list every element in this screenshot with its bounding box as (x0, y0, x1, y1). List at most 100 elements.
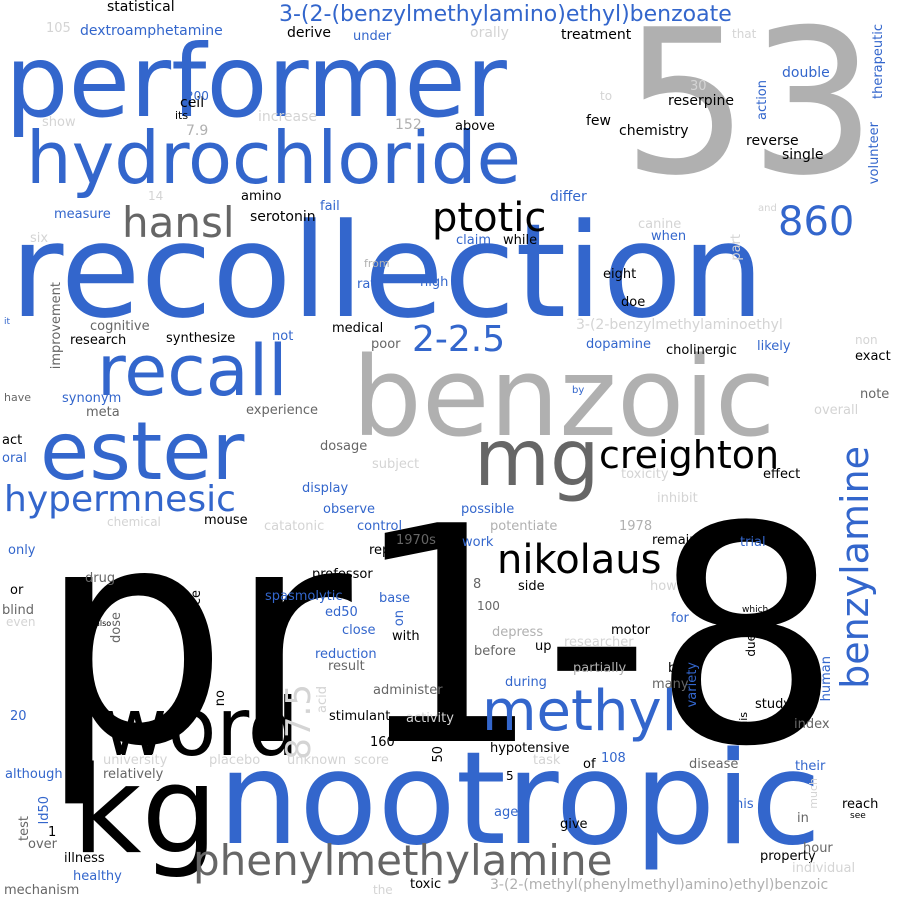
word: no (213, 690, 228, 707)
word: word (102, 681, 299, 774)
word: disease (689, 757, 739, 772)
word: hypermnesic (4, 479, 236, 520)
word: synonym (62, 391, 122, 406)
word: or (10, 583, 24, 598)
word: cognitive (90, 319, 150, 334)
word: synthesize (166, 331, 236, 346)
word: poor (371, 337, 401, 352)
word: double (782, 65, 830, 81)
word: benzylamine (833, 446, 877, 689)
word: to (600, 89, 613, 103)
word: 47 (270, 610, 285, 627)
word: university (103, 753, 168, 768)
word: recollection (10, 195, 765, 347)
word: measure (54, 207, 111, 222)
word: blind (2, 603, 34, 618)
word: many (652, 677, 689, 692)
word: hydrochloride (26, 116, 521, 200)
word: serotonin (250, 209, 316, 225)
word: experience (246, 403, 319, 418)
word: hour (803, 841, 833, 856)
word: treatment (561, 27, 632, 43)
word: observe (323, 502, 376, 517)
word: partially (573, 661, 627, 676)
word: improvement (49, 282, 64, 370)
word: stimulant (329, 709, 391, 724)
word: 3-(2-benzylmethylaminoethyl (576, 317, 783, 333)
word: creighton (599, 433, 780, 477)
word: due (744, 634, 758, 657)
word: dextroamphetamine (80, 23, 223, 39)
word: chemical (107, 515, 161, 529)
word: placebo (209, 753, 261, 768)
word: work (462, 535, 494, 550)
word: orally (470, 25, 509, 41)
word: likely (757, 339, 791, 354)
word: report (369, 543, 409, 558)
word: in (797, 811, 809, 826)
word: 1970s (396, 533, 436, 548)
word: base (379, 591, 410, 606)
word: the (373, 883, 393, 897)
word: trial (740, 535, 766, 550)
word: motor (611, 623, 651, 638)
word: not (272, 329, 294, 344)
word: significance (189, 590, 204, 668)
word: toxicity (621, 467, 669, 482)
word: over (28, 837, 57, 852)
word: oral (2, 451, 27, 466)
word: administer (373, 683, 443, 698)
word: kg (72, 742, 218, 881)
word: activity (406, 711, 454, 726)
word: healthy (73, 869, 122, 884)
word: eight (603, 267, 637, 282)
word: their (795, 759, 826, 774)
word: age (494, 805, 519, 820)
word: non (855, 333, 878, 347)
word: show (42, 115, 76, 130)
word: before (474, 644, 516, 659)
word: overall (814, 403, 859, 418)
word: relatively (103, 767, 164, 782)
word: benzoic (352, 333, 776, 461)
word: 20 (10, 709, 27, 724)
word: 8 (473, 577, 482, 592)
word: with (392, 629, 420, 644)
word: control (357, 519, 403, 534)
word: remain (652, 533, 698, 548)
word: ld50 (37, 796, 52, 825)
word: catatonic (264, 519, 325, 534)
word: under (353, 29, 392, 44)
word: fail (320, 199, 340, 214)
word: performer (5, 23, 507, 140)
word: acid (315, 686, 330, 713)
word: differ (550, 189, 587, 205)
word: toxic (410, 877, 442, 892)
word: ed50 (325, 605, 358, 620)
word: drug (85, 571, 116, 586)
word: dosage (320, 439, 368, 454)
word: 3-(2-(benzylmethylamino)ethyl)benzoate (279, 2, 732, 27)
word: 50 (431, 746, 446, 763)
word: by (572, 385, 585, 396)
word: derive (287, 25, 332, 41)
word: volunteer (867, 122, 882, 185)
word: 30 (690, 79, 707, 94)
word: 53 (622, 0, 877, 220)
word: hansl (122, 198, 235, 247)
word: although (5, 767, 63, 782)
word: 5 (506, 769, 514, 783)
word: inhibit (657, 491, 698, 506)
word: reserpine (668, 93, 734, 109)
word: depress (492, 625, 544, 640)
word: 1 (48, 825, 57, 840)
word: display (302, 481, 349, 496)
word: which (742, 605, 769, 615)
word: spasmolytic (265, 589, 343, 604)
word: 2-2.5 (412, 319, 506, 360)
word: part (729, 234, 744, 261)
word: medical (332, 321, 384, 336)
word: nikolaus (497, 537, 662, 583)
word: his (735, 797, 754, 812)
